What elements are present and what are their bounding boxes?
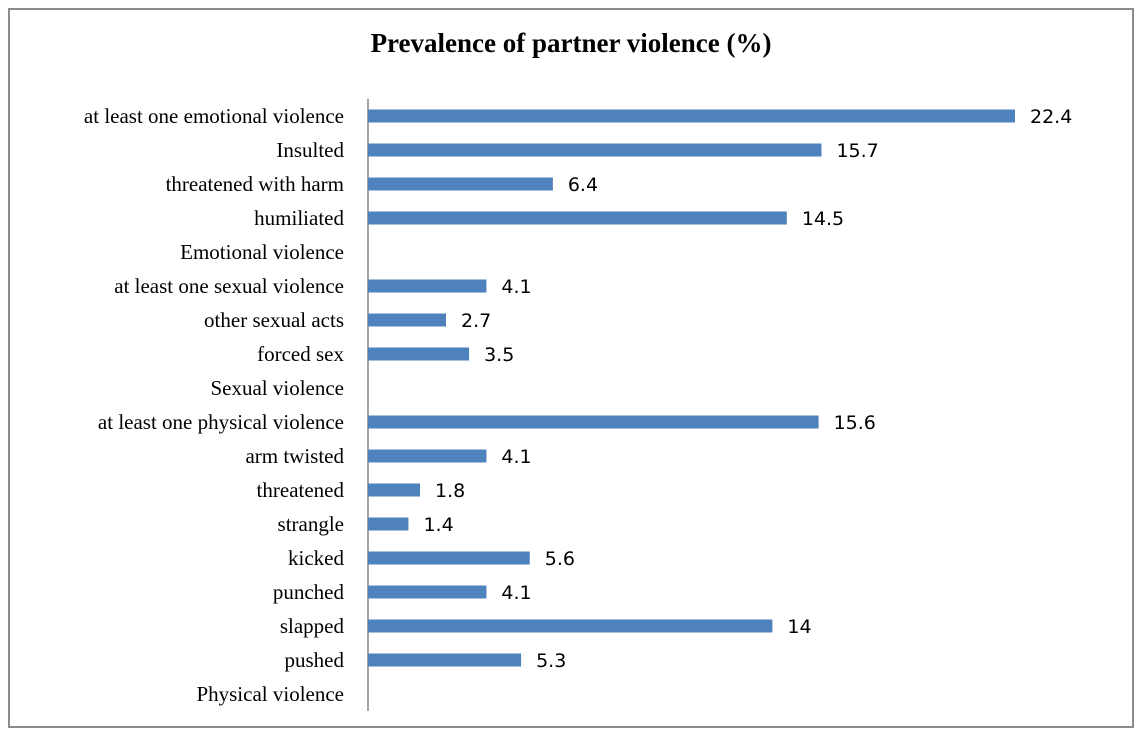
- bar: [368, 177, 553, 191]
- value-label: 1.8: [435, 480, 465, 502]
- value-label: 6.4: [568, 174, 598, 196]
- value-label: 3.5: [484, 344, 514, 366]
- bar: [368, 653, 522, 667]
- category-label: forced sex: [257, 342, 344, 366]
- category-label: slapped: [280, 614, 345, 638]
- bar: [368, 415, 819, 429]
- value-label: 15.7: [836, 140, 878, 162]
- category-label: threatened with harm: [166, 172, 344, 196]
- value-label: 4.1: [501, 446, 531, 468]
- value-label: 22.4: [1030, 106, 1072, 128]
- bar: [368, 483, 420, 497]
- bar: [368, 551, 530, 565]
- chart-title: Prevalence of partner violence (%): [370, 28, 772, 58]
- bar: [368, 109, 1015, 123]
- bar: [368, 449, 487, 463]
- bar: [368, 279, 487, 293]
- value-label: 5.6: [545, 548, 575, 570]
- category-labels-layer: at least one emotional violence Insulted t…: [84, 104, 345, 706]
- value-label: 4.1: [501, 276, 531, 298]
- bar: [368, 143, 822, 157]
- bars-layer: [368, 109, 1015, 667]
- value-label: 2.7: [461, 310, 491, 332]
- category-label: humiliated: [254, 206, 344, 230]
- value-label: 5.3: [536, 650, 566, 672]
- category-label: other sexual acts: [204, 308, 344, 332]
- chart-frame: [8, 8, 1134, 728]
- value-label: 1.4: [423, 514, 453, 536]
- category-label: Physical violence: [196, 682, 344, 706]
- category-label: at least one physical violence: [98, 410, 344, 434]
- category-label: Emotional violence: [180, 240, 344, 264]
- category-label: Sexual violence: [210, 376, 344, 400]
- category-label: strangle: [278, 512, 344, 536]
- category-label: Insulted: [276, 138, 344, 162]
- value-labels-layer: 22.4 15.7 6.4 14.5 4.1 2.7 3.5 15.6 4.1 1.8 1.4 5.6…: [423, 106, 1072, 672]
- category-label: threatened: [257, 478, 345, 502]
- value-label: 14.5: [802, 208, 844, 230]
- value-label: 15.6: [834, 412, 876, 434]
- bar: [368, 313, 446, 327]
- category-label: punched: [273, 580, 345, 604]
- bar: [368, 585, 487, 599]
- bar: [368, 347, 470, 361]
- category-label: arm twisted: [245, 444, 344, 468]
- bar: [368, 211, 787, 225]
- category-label: at least one emotional violence: [84, 104, 344, 128]
- category-label: at least one sexual violence: [114, 274, 344, 298]
- category-label: kicked: [288, 546, 344, 570]
- category-label: pushed: [285, 648, 345, 672]
- value-label: 14: [787, 616, 811, 638]
- bar: [368, 517, 409, 531]
- bar: [368, 619, 773, 633]
- value-label: 4.1: [501, 582, 531, 604]
